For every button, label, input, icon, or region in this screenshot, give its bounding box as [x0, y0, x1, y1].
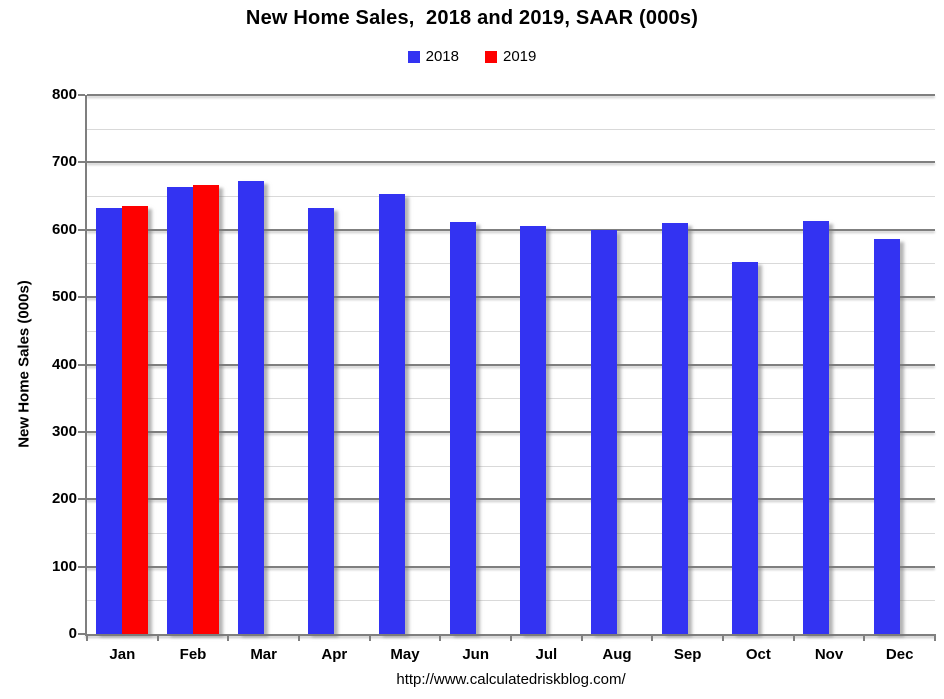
gridline-minor	[87, 128, 935, 130]
x-axis-tick	[580, 634, 583, 641]
x-axis-tick	[227, 634, 230, 641]
legend-label-2019: 2019	[503, 48, 537, 65]
x-axis-label: Nov	[814, 646, 844, 663]
y-axis-tick	[78, 565, 85, 568]
gridline-minor	[87, 398, 935, 400]
x-axis-label: Apr	[321, 646, 348, 663]
footer-url: http://www.calculatedriskblog.com/	[396, 671, 626, 688]
legend-swatch-2018	[407, 50, 420, 63]
y-axis-tick	[78, 161, 85, 164]
y-axis-tick	[78, 498, 85, 501]
y-axis-label: 800	[51, 86, 77, 103]
gridline-minor	[87, 196, 935, 198]
y-axis-label: 700	[51, 153, 77, 171]
plot-area: 0 100 200 300 400 500 600 700 800 Jan Feb Mar Apr May…	[52, 86, 936, 663]
gridline-minor	[87, 532, 935, 534]
y-axis-tick	[78, 228, 85, 231]
bar-2018-Dec	[873, 238, 900, 634]
x-axis-tick	[368, 634, 371, 641]
legend: 2018 2019	[0, 48, 944, 65]
x-axis-tick	[156, 634, 159, 641]
gridline-minor	[87, 263, 935, 265]
y-axis-label: 100	[51, 557, 77, 575]
gridline-major	[87, 430, 935, 433]
bar-2018-Apr	[308, 207, 335, 634]
y-axis-label: 0	[68, 625, 77, 642]
bar-2018-May	[379, 194, 405, 634]
bar-2018-Mar	[237, 181, 264, 634]
y-axis-tick	[78, 363, 85, 366]
gridline-major	[87, 161, 935, 164]
bar-2018-Jul	[520, 225, 547, 634]
legend-label-2018: 2018	[425, 48, 459, 65]
x-axis-tick	[298, 634, 300, 641]
x-axis-tick	[863, 634, 866, 641]
x-axis-label: May	[390, 646, 420, 663]
chart-title: New Home Sales, 2018 and 2019, SAAR (000…	[245, 7, 699, 29]
gridline-major	[87, 228, 935, 231]
x-axis-label: Sep	[673, 646, 702, 663]
bar-2018-Aug	[591, 229, 617, 634]
y-axis-label: 300	[51, 422, 77, 440]
x-axis-label: Oct	[745, 646, 771, 663]
gridline-minor	[87, 330, 935, 332]
y-axis-label: 500	[51, 288, 77, 306]
bar-2019-Feb	[193, 184, 219, 634]
gridline-major	[87, 94, 935, 96]
y-axis-tick	[78, 296, 85, 299]
bar-2018-Jun	[449, 221, 476, 634]
x-axis-label: Jan	[109, 646, 136, 663]
x-axis-label: Dec	[885, 646, 914, 663]
y-axis-line	[85, 95, 87, 634]
bar-2018-Sep	[661, 223, 688, 634]
bar-2019-Jan	[122, 205, 149, 634]
gridline-major	[87, 565, 935, 568]
y-axis-label: 600	[51, 220, 77, 238]
x-axis-tick	[510, 634, 512, 641]
bar-2018-Feb	[167, 187, 193, 634]
x-axis-label: Feb	[179, 646, 207, 663]
y-axis-label: 200	[51, 490, 77, 508]
bar-2018-Jan	[96, 207, 123, 634]
x-axis-label: Mar	[250, 646, 277, 663]
x-axis-tick	[934, 634, 936, 641]
x-axis-label: Jun	[462, 646, 489, 663]
bar-2018-Nov	[803, 221, 829, 634]
y-axis-label: 400	[51, 355, 77, 373]
legend-item-2019: 2019	[485, 48, 536, 65]
x-axis-label: Jul	[535, 646, 558, 663]
gridline-major	[87, 296, 935, 299]
y-axis-tick	[78, 430, 85, 433]
x-axis-tick	[722, 634, 724, 641]
x-axis-tick	[792, 634, 795, 641]
gridline-major	[87, 363, 935, 366]
y-axis-tick	[78, 633, 85, 635]
bar-2018-Oct	[732, 262, 759, 634]
gridline-minor	[87, 465, 935, 467]
x-axis-tick	[86, 634, 88, 641]
x-axis-tick	[439, 634, 442, 641]
gridline-major	[87, 498, 935, 501]
gridline-minor	[87, 600, 935, 602]
legend-item-2018: 2018	[407, 48, 459, 65]
legend-swatch-2019	[485, 50, 497, 63]
x-axis-label: Aug	[602, 646, 632, 663]
y-axis-tick	[78, 94, 85, 96]
x-axis-tick	[651, 634, 654, 641]
